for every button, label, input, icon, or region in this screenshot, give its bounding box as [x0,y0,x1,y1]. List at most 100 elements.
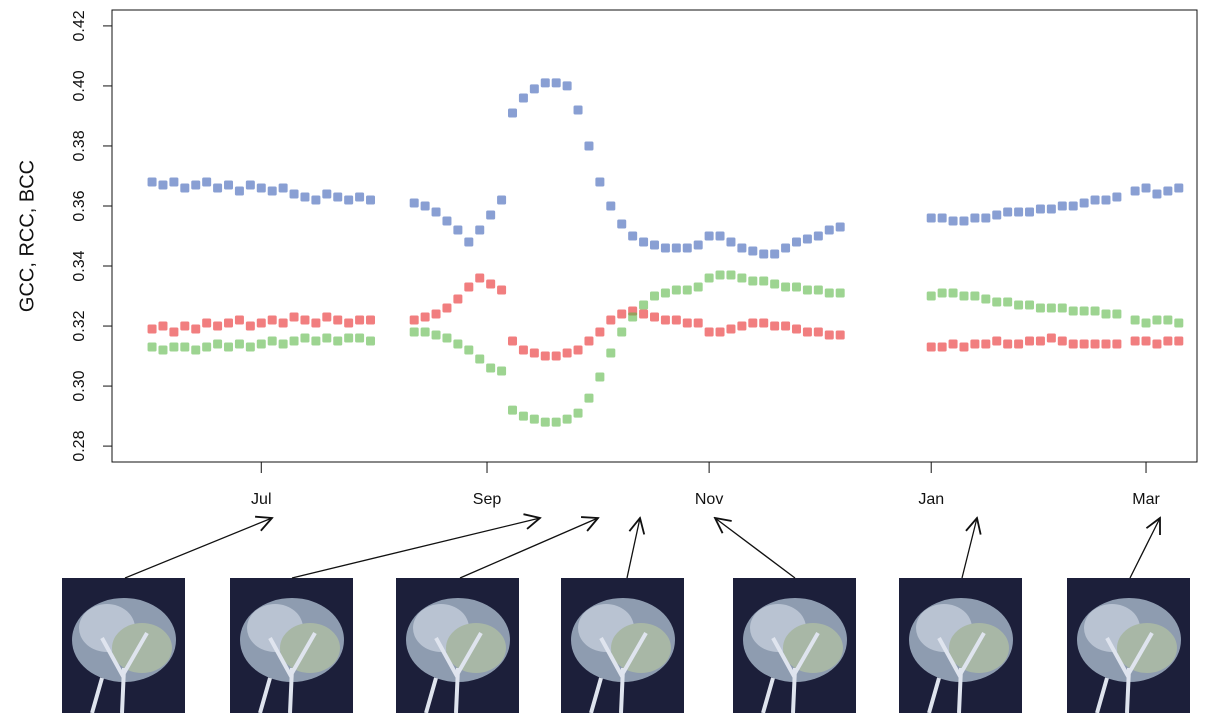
point [748,276,758,286]
point [770,321,780,331]
point [562,414,572,424]
point [606,201,616,211]
point [726,324,736,334]
point [926,291,936,301]
point [1141,318,1151,328]
point [355,315,365,325]
photos [60,576,1192,713]
point [682,318,692,328]
point [595,372,605,382]
point [715,327,725,337]
point [529,414,539,424]
point [584,393,594,403]
photo [559,576,686,713]
point [824,330,834,340]
point [420,312,430,322]
point [1025,207,1035,217]
point [278,183,288,193]
y-tick-label: 0.38 [71,130,88,161]
point [802,234,812,244]
point [693,240,703,250]
point [737,321,747,331]
point [355,192,365,202]
point [639,237,649,247]
point [660,288,670,298]
point [617,327,627,337]
point [981,213,991,223]
point [180,342,190,352]
point [970,339,980,349]
point [300,192,310,202]
point [147,342,157,352]
point [948,288,958,298]
point [1163,336,1173,346]
point [245,180,255,190]
point [1035,336,1045,346]
y-tick-label: 0.34 [71,250,88,281]
point [1057,336,1067,346]
point [540,351,550,361]
point [202,318,212,328]
point [835,288,845,298]
point [213,183,223,193]
point [1174,183,1184,193]
point [1112,339,1122,349]
point [970,213,980,223]
point [224,342,234,352]
point [948,216,958,226]
point [628,231,638,241]
point [1014,207,1024,217]
point [508,405,518,415]
point [267,336,277,346]
point [748,318,758,328]
point [992,336,1002,346]
point [791,237,801,247]
point [682,243,692,253]
point [781,282,791,292]
point [158,321,168,331]
point [453,339,463,349]
point [1090,195,1100,205]
point [606,348,616,358]
arrow [459,518,598,579]
point [959,291,969,301]
photo [897,576,1024,713]
point [595,327,605,337]
point [726,270,736,280]
point [333,336,343,346]
point [693,282,703,292]
point [289,312,299,322]
point [289,189,299,199]
point [497,366,507,376]
point [813,285,823,295]
point [704,327,714,337]
point [355,333,365,343]
point [409,327,419,337]
arrow [961,518,977,579]
point [1003,297,1013,307]
point [442,303,452,313]
point [704,273,714,283]
point [420,327,430,337]
point [726,237,736,247]
point [715,270,725,280]
point [518,345,528,355]
y-tick-label: 0.40 [71,70,88,101]
point [333,315,343,325]
y-tick-label: 0.32 [71,310,88,341]
point [639,309,649,319]
point [650,312,659,322]
point [180,321,190,331]
point [202,177,212,187]
point [169,327,179,337]
point [180,183,190,193]
point [970,291,980,301]
point [1101,309,1111,319]
point [518,411,528,421]
point [660,315,670,325]
point [1079,339,1089,349]
arrow [1129,518,1160,579]
point [1130,186,1140,196]
point [1068,339,1078,349]
point [1035,204,1045,214]
